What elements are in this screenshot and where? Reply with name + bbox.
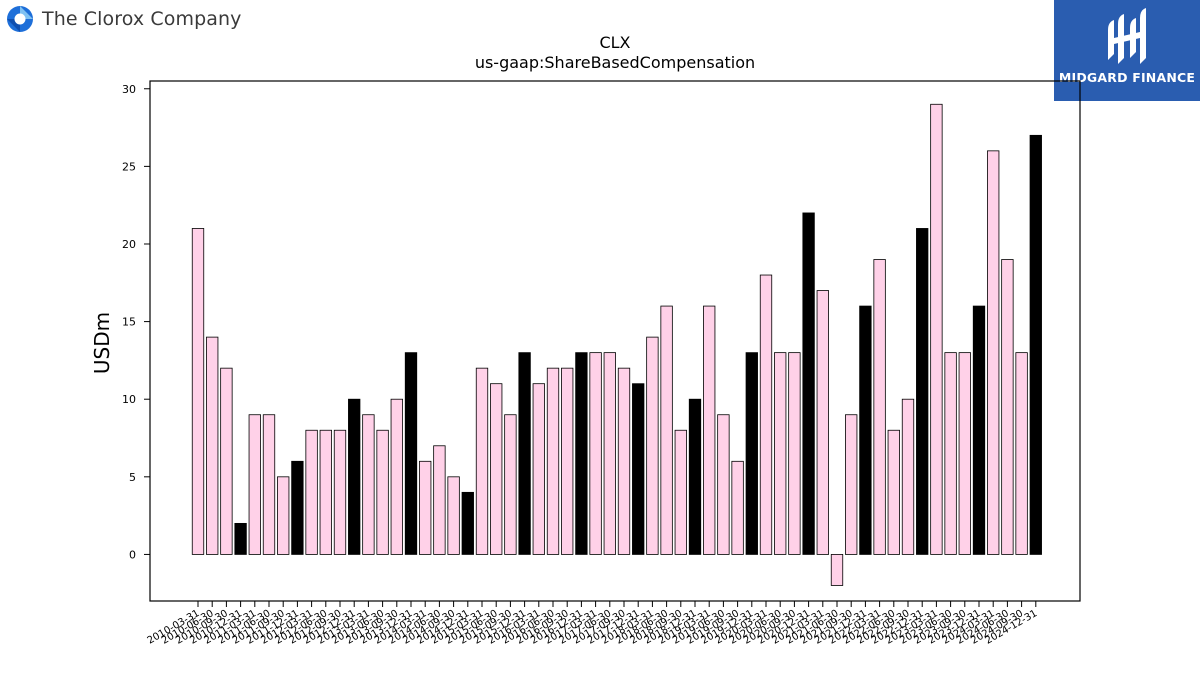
bar-series <box>191 103 1042 586</box>
bar-2013-06-30 <box>376 429 389 555</box>
bar-2021-03-31 <box>816 290 829 555</box>
bar-2020-12-31 <box>802 212 815 555</box>
bar-2015-03-31 <box>475 367 489 555</box>
bar-2013-09-30 <box>390 398 403 555</box>
clorox-logo-icon <box>7 6 33 32</box>
bar-2019-09-30 <box>731 460 744 555</box>
bar-2019-06-30 <box>717 414 730 555</box>
bar-2010-09-30 <box>220 367 233 555</box>
bar-2014-03-31 <box>419 460 432 555</box>
bar-2018-12-31 <box>688 398 702 555</box>
y-tick-label: 30 <box>122 83 136 96</box>
bar-2018-09-30 <box>674 429 687 555</box>
bar-2023-06-30 <box>944 352 957 555</box>
bar-2012-12-31 <box>348 398 361 555</box>
bar-2017-12-31 <box>632 383 645 555</box>
bar-2012-06-30 <box>319 429 332 555</box>
bar-2021-09-30 <box>845 414 858 555</box>
bar-2014-06-30 <box>433 445 446 555</box>
bar-2012-03-31 <box>305 429 318 555</box>
bar-2015-09-30 <box>504 414 517 555</box>
bar-2021-12-31 <box>859 305 872 555</box>
bar-2012-09-30 <box>333 429 347 555</box>
bar-2022-09-30 <box>901 398 915 555</box>
plot-frame <box>149 80 1081 602</box>
bar-2024-09-30 <box>1015 352 1028 555</box>
y-tick-label: 15 <box>122 316 136 329</box>
brand-badge: MIDGARD FINANCE <box>1054 0 1200 101</box>
company-header: The Clorox Company <box>6 4 241 34</box>
bar-2020-06-30 <box>774 352 787 555</box>
bar-2018-03-31 <box>646 336 659 555</box>
bar-2023-09-30 <box>958 352 971 555</box>
bar-2013-03-31 <box>362 414 375 555</box>
bar-2013-12-31 <box>404 352 418 555</box>
bar-2016-03-31 <box>532 383 545 555</box>
bar-2011-06-30 <box>262 414 276 555</box>
x-axis-ticks: 2010-03-312010-06-302010-09-302010-12-31… <box>146 601 1039 647</box>
bar-2022-12-31 <box>916 228 929 555</box>
bar-2010-12-31 <box>234 522 247 555</box>
bar-2016-06-30 <box>546 367 560 555</box>
bar-2017-06-30 <box>603 352 616 555</box>
bar-2023-03-31 <box>930 103 943 555</box>
brand-name: MIDGARD FINANCE <box>1058 70 1196 85</box>
bar-2010-06-30 <box>206 336 219 555</box>
bar-2024-03-31 <box>987 150 1000 555</box>
y-tick-label: 0 <box>129 548 136 561</box>
bar-2024-12-31 <box>1029 134 1042 555</box>
bar-2022-03-31 <box>873 259 886 555</box>
bar-2011-03-31 <box>248 414 261 555</box>
chart-subtitle: us-gaap:ShareBasedCompensation <box>475 53 755 72</box>
midgard-logo-icon <box>1108 8 1146 64</box>
bar-2020-03-31 <box>759 274 773 555</box>
bar-2014-09-30 <box>447 476 460 555</box>
bar-2018-06-30 <box>660 305 673 555</box>
y-tick-label: 10 <box>122 393 136 406</box>
bar-2014-12-31 <box>461 491 474 555</box>
bar-2019-12-31 <box>745 352 758 555</box>
bar-2022-06-30 <box>887 429 900 555</box>
bar-2011-12-31 <box>291 460 304 555</box>
bar-2010-03-31 <box>191 228 205 555</box>
bar-2017-09-30 <box>617 367 631 555</box>
company-name: The Clorox Company <box>42 8 242 30</box>
bar-2020-09-30 <box>788 352 801 555</box>
bar-2017-03-31 <box>589 352 602 555</box>
bar-2016-12-31 <box>575 352 588 555</box>
y-axis-label: USDm <box>90 312 114 374</box>
chart-title: CLX <box>599 33 630 52</box>
y-tick-label: 25 <box>122 160 136 173</box>
bar-2023-12-31 <box>972 305 986 555</box>
y-tick-label: 20 <box>122 238 136 251</box>
bar-2019-03-31 <box>703 305 716 555</box>
bar-2021-06-30 <box>830 554 844 586</box>
bar-2011-09-30 <box>277 476 290 555</box>
bar-2016-09-30 <box>561 367 574 555</box>
bar-2024-06-30 <box>1001 259 1014 555</box>
bar-2015-12-31 <box>518 352 531 555</box>
y-tick-label: 5 <box>129 471 136 484</box>
bar-2015-06-30 <box>490 383 503 555</box>
y-axis-ticks: 0 5 10 15 20 25 30 <box>122 83 150 561</box>
